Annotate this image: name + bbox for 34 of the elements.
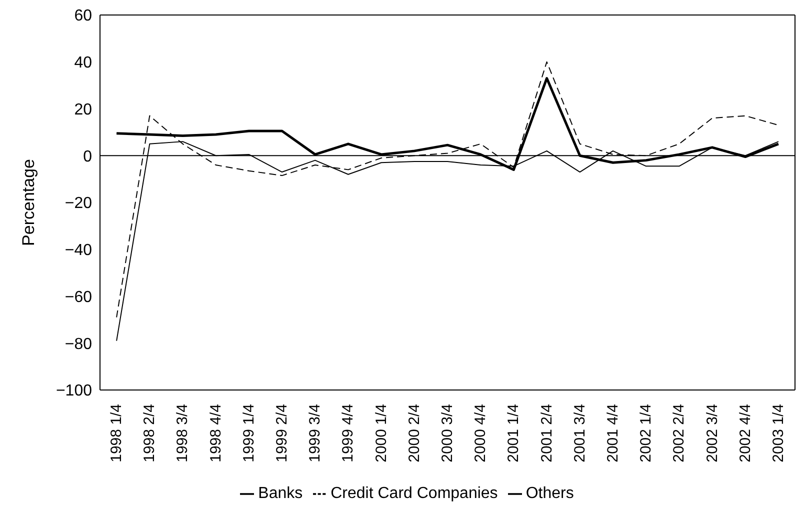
x-tick-label: 1999 1/4	[240, 404, 258, 462]
y-tick-label: −80	[64, 336, 92, 353]
x-tick-label: 2002 1/4	[638, 404, 655, 462]
x-tick-label: 1999 4/4	[340, 404, 357, 462]
y-tick-label: 60	[74, 8, 92, 25]
y-axis-title: Percentage	[19, 159, 38, 246]
x-tick-label: 1999 2/4	[274, 404, 291, 462]
x-tick-label: 2001 4/4	[604, 404, 622, 462]
y-tick-label: 20	[74, 101, 92, 118]
y-tick-label: −40	[64, 242, 92, 260]
y-tick-label: −100	[56, 382, 92, 400]
y-tick-label: 0	[83, 148, 92, 166]
x-tick-label: 1998 1/4	[108, 404, 126, 462]
legend-label: Banks	[258, 485, 303, 502]
x-tick-label: 2002 4/4	[736, 404, 754, 462]
y-tick-label: −60	[64, 288, 92, 306]
x-tick-label: 2001 3/4	[571, 404, 588, 462]
x-tick-label: 2000 2/4	[406, 404, 423, 462]
y-tick-label: −20	[64, 195, 92, 212]
x-tick-label: 2000 4/4	[472, 404, 490, 462]
x-tick-label: 2001 1/4	[505, 404, 522, 462]
x-tick-label: 2002 2/4	[670, 404, 688, 462]
x-tick-label: 1998 2/4	[141, 404, 158, 462]
x-tick-label: 1998 4/4	[207, 404, 224, 462]
x-tick-label: 2002 3/4	[704, 404, 721, 462]
x-tick-label: 2000 3/4	[439, 404, 456, 462]
x-tick-label: 2003 1/4	[770, 404, 787, 462]
x-tick-label: 2000 1/4	[372, 404, 390, 462]
x-tick-label: 1998 3/4	[174, 404, 192, 462]
x-tick-label: 1999 3/4	[306, 404, 324, 462]
legend-label: Others	[526, 485, 574, 502]
y-tick-label: 40	[74, 54, 92, 72]
legend-label: Credit Card Companies	[330, 485, 498, 502]
x-tick-label: 2001 2/4	[538, 404, 556, 462]
